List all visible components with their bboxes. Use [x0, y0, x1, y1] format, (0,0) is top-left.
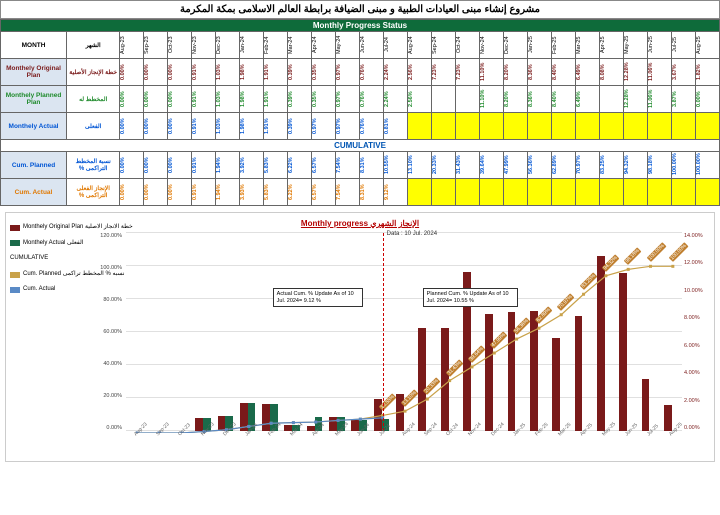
chart-plot: 10.55%13.10%20.33%31.43%39.64%47.99%56.3…	[126, 233, 682, 431]
progress-table: Monthly Progress StatusMONTHالشهرAug-23S…	[0, 19, 720, 206]
legend-orig: Monthely Original Plan خطة الانجاز الاصل…	[10, 223, 133, 233]
x-axis-labels: Aug-23Sep-23Oct-23Nov-23Dec-23Jan-24Feb-…	[126, 433, 682, 457]
project-title: مشروع إنشاء مبنى العيادات الطبية و مبنى …	[0, 0, 720, 19]
y-axis-right: 14.00%12.00%10.00%8.00%6.00%4.00%2.00%0.…	[684, 233, 712, 431]
y-axis-left: 120.00%100.00%80.00%60.00%40.00%20.00%0.…	[94, 233, 122, 431]
progress-table-wrap: Monthly Progress StatusMONTHالشهرAug-23S…	[0, 19, 720, 206]
chart-area: Monthely Original Plan خطة الانجاز الاصل…	[5, 212, 715, 462]
chart-title: Monthly progress الإنجاز الشهري	[301, 219, 419, 228]
